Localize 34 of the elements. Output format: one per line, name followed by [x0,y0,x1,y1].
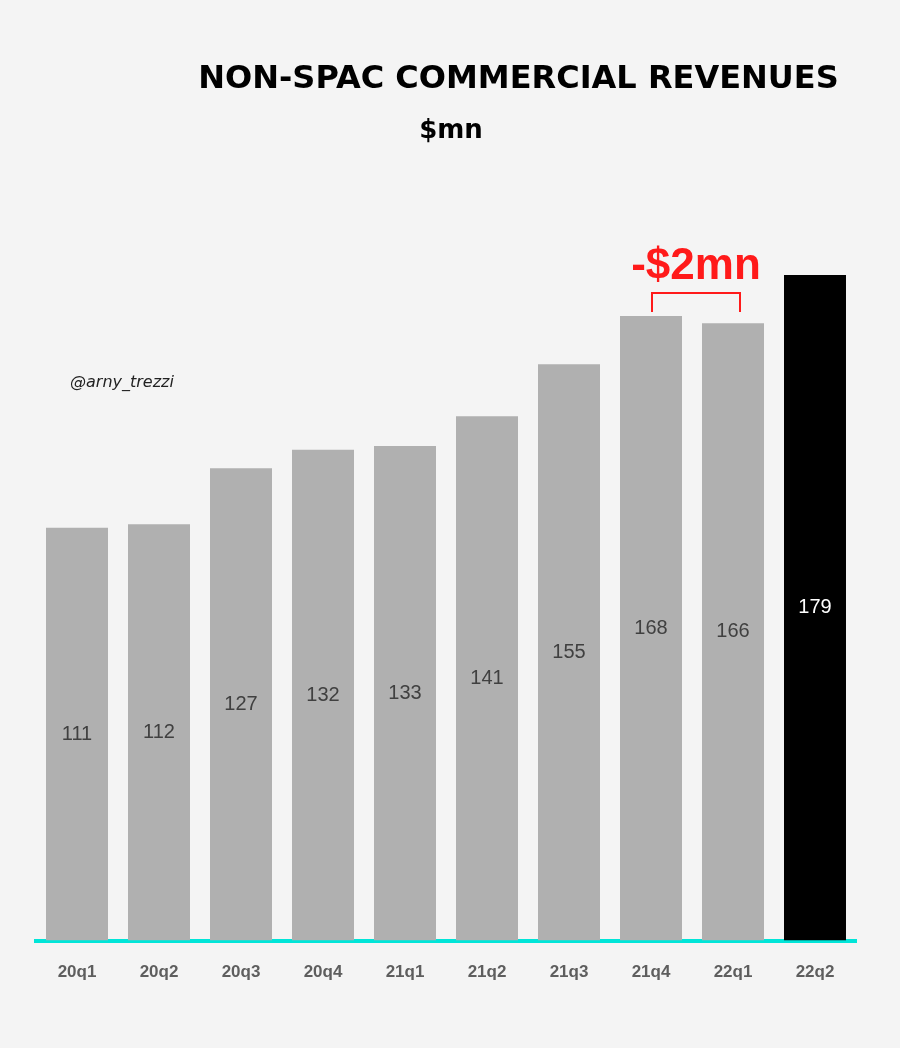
bar [128,524,190,941]
bar [46,527,108,941]
bar [620,315,682,941]
data-label: 127 [224,691,258,714]
data-label: 166 [716,619,750,642]
x-tick-label: 20q2 [139,962,179,982]
data-label: 168 [634,615,668,638]
bar [292,449,354,941]
annotation: -$2mn [631,238,761,288]
bar [784,275,846,941]
data-label: 133 [388,680,422,703]
data-label: 179 [798,595,832,618]
x-tick-label: 21q1 [385,962,425,982]
bar [210,468,272,941]
data-label: 155 [552,639,586,662]
x-tick-label: 20q3 [221,962,261,982]
chart-title: NON-SPAC COMMERCIAL REVENUES [198,58,839,96]
data-label: 112 [143,719,175,742]
data-label: 111 [61,721,93,744]
x-tick-label: 20q1 [57,962,97,982]
bar [538,364,600,941]
bar [702,323,764,941]
x-tick-label: 21q2 [467,962,507,982]
data-label: 132 [306,682,340,705]
annotation: @arny_trezzi [70,372,175,393]
x-tick-label: 22q2 [795,962,835,982]
bar [456,416,518,941]
x-tick-label: 22q1 [713,962,753,982]
x-tick-label: 21q4 [631,962,671,982]
chart-subtitle: $mn [419,114,483,144]
data-label: 141 [470,665,504,688]
x-tick-label: 20q4 [303,962,343,982]
x-tick-label: 21q3 [549,962,589,982]
bar [374,446,436,941]
